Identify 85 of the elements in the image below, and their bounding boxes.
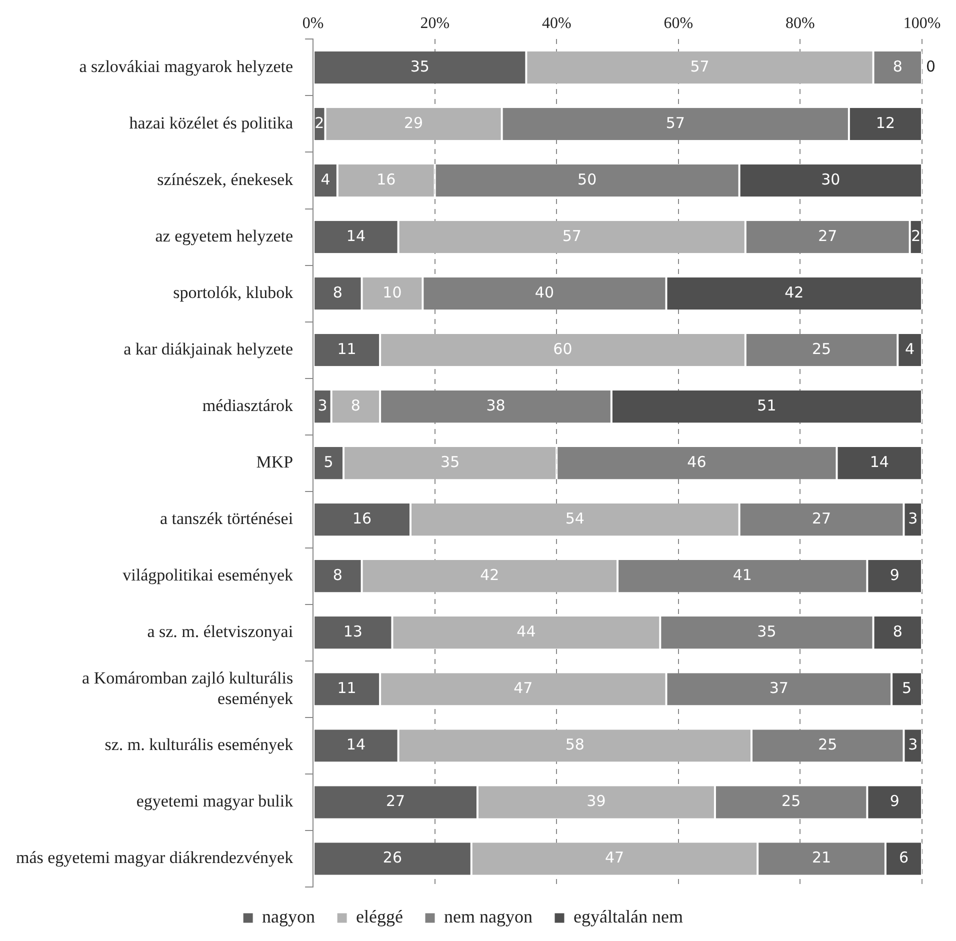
data-label: 27 bbox=[818, 226, 838, 245]
y-tick-label: a Komáromban zajló kulturális események bbox=[82, 668, 294, 708]
y-tick-label: MKP bbox=[256, 452, 294, 472]
y-tick-label: sportolók, klubok bbox=[173, 283, 294, 302]
data-label: 57 bbox=[690, 57, 710, 76]
y-tick-label: hazai közélet és politika bbox=[129, 113, 294, 132]
data-label: 3 bbox=[908, 510, 918, 528]
data-label: 6 bbox=[898, 848, 909, 867]
data-label: 26 bbox=[382, 848, 402, 867]
legend-label: eléggé bbox=[356, 906, 404, 927]
data-label: 25 bbox=[818, 736, 838, 754]
data-label: 11 bbox=[337, 679, 356, 698]
data-label: 5 bbox=[902, 679, 912, 698]
data-label: 30 bbox=[821, 170, 840, 188]
data-label: 47 bbox=[514, 679, 533, 698]
data-label: 3 bbox=[318, 396, 328, 414]
data-label: 8 bbox=[892, 622, 902, 641]
data-label: 44 bbox=[516, 622, 536, 641]
data-label: 14 bbox=[346, 736, 366, 754]
data-label: 35 bbox=[410, 57, 430, 76]
y-tick-label: a tanszék történései bbox=[160, 509, 294, 528]
data-label: 8 bbox=[332, 566, 342, 584]
x-tick-label: 0% bbox=[302, 14, 324, 32]
data-label: 10 bbox=[382, 283, 402, 302]
x-tick-label: 40% bbox=[542, 14, 572, 32]
data-label: 47 bbox=[604, 848, 624, 867]
data-label: 4 bbox=[905, 340, 915, 358]
x-tick-label: 20% bbox=[420, 14, 450, 32]
legend-label: egyáltalán nem bbox=[573, 906, 683, 927]
data-label: 35 bbox=[440, 452, 460, 471]
data-label: 21 bbox=[812, 848, 832, 867]
data-label: 16 bbox=[352, 510, 372, 528]
data-label: 4 bbox=[320, 170, 330, 188]
data-label: 8 bbox=[332, 283, 342, 302]
data-label: 46 bbox=[687, 452, 706, 471]
data-label: 42 bbox=[784, 283, 804, 302]
data-label: 14 bbox=[870, 452, 889, 471]
data-label: 57 bbox=[666, 114, 685, 132]
legend-label: nagyon bbox=[262, 906, 316, 927]
data-label: 58 bbox=[565, 736, 584, 754]
data-label: 39 bbox=[586, 792, 606, 810]
data-label: 12 bbox=[876, 114, 896, 132]
data-label: 50 bbox=[578, 170, 597, 188]
data-label: 2 bbox=[314, 114, 324, 132]
y-tick-label: világpolitikai események bbox=[122, 566, 294, 585]
legend-label: nem nagyon bbox=[444, 906, 532, 927]
y-tick-label: egyetemi magyar bulik bbox=[136, 792, 294, 811]
data-label: 5 bbox=[324, 452, 334, 471]
data-label: 3 bbox=[908, 736, 918, 754]
x-tick-label: 60% bbox=[664, 14, 694, 32]
data-label: 41 bbox=[732, 566, 752, 584]
y-tick-label: médiasztárok bbox=[202, 396, 294, 416]
data-label: 51 bbox=[757, 396, 776, 414]
data-label: 27 bbox=[812, 510, 832, 528]
data-label: 27 bbox=[386, 792, 406, 810]
data-label: 42 bbox=[480, 566, 500, 584]
data-label: 9 bbox=[890, 792, 900, 810]
y-tick-label: más egyetemi magyar diákrendezvények bbox=[16, 848, 294, 868]
data-label: 54 bbox=[565, 510, 584, 528]
data-label: 35 bbox=[757, 622, 776, 641]
x-tick-label: 100% bbox=[903, 14, 941, 32]
data-label: 57 bbox=[562, 226, 582, 245]
data-label: 8 bbox=[892, 57, 902, 76]
data-label: 0 bbox=[926, 57, 936, 76]
y-tick-label: a sz. m. életviszonyai bbox=[147, 622, 294, 642]
data-label: 8 bbox=[350, 396, 360, 414]
data-label: 14 bbox=[346, 226, 366, 245]
y-tick-label: a szlovákiai magyarok helyzete bbox=[79, 56, 294, 76]
data-label: 60 bbox=[553, 340, 572, 358]
data-label: 11 bbox=[337, 340, 356, 358]
y-tick-label: sz. m. kulturális események bbox=[104, 735, 294, 754]
data-label: 29 bbox=[404, 114, 424, 132]
data-label: 37 bbox=[769, 679, 788, 698]
data-label: 25 bbox=[782, 792, 801, 810]
data-label: 9 bbox=[890, 566, 900, 584]
data-label: 16 bbox=[376, 170, 396, 188]
data-label: 38 bbox=[486, 396, 506, 414]
data-label: 25 bbox=[812, 340, 832, 358]
y-tick-label: színészek, énekesek bbox=[157, 170, 294, 189]
y-tick-label: a kar diákjainak helyzete bbox=[124, 340, 294, 359]
y-tick-label: az egyetem helyzete bbox=[155, 226, 294, 246]
data-label: 13 bbox=[343, 622, 362, 641]
x-tick-label: 80% bbox=[786, 14, 815, 32]
data-label: 40 bbox=[534, 283, 554, 302]
data-label: 2 bbox=[911, 226, 921, 245]
